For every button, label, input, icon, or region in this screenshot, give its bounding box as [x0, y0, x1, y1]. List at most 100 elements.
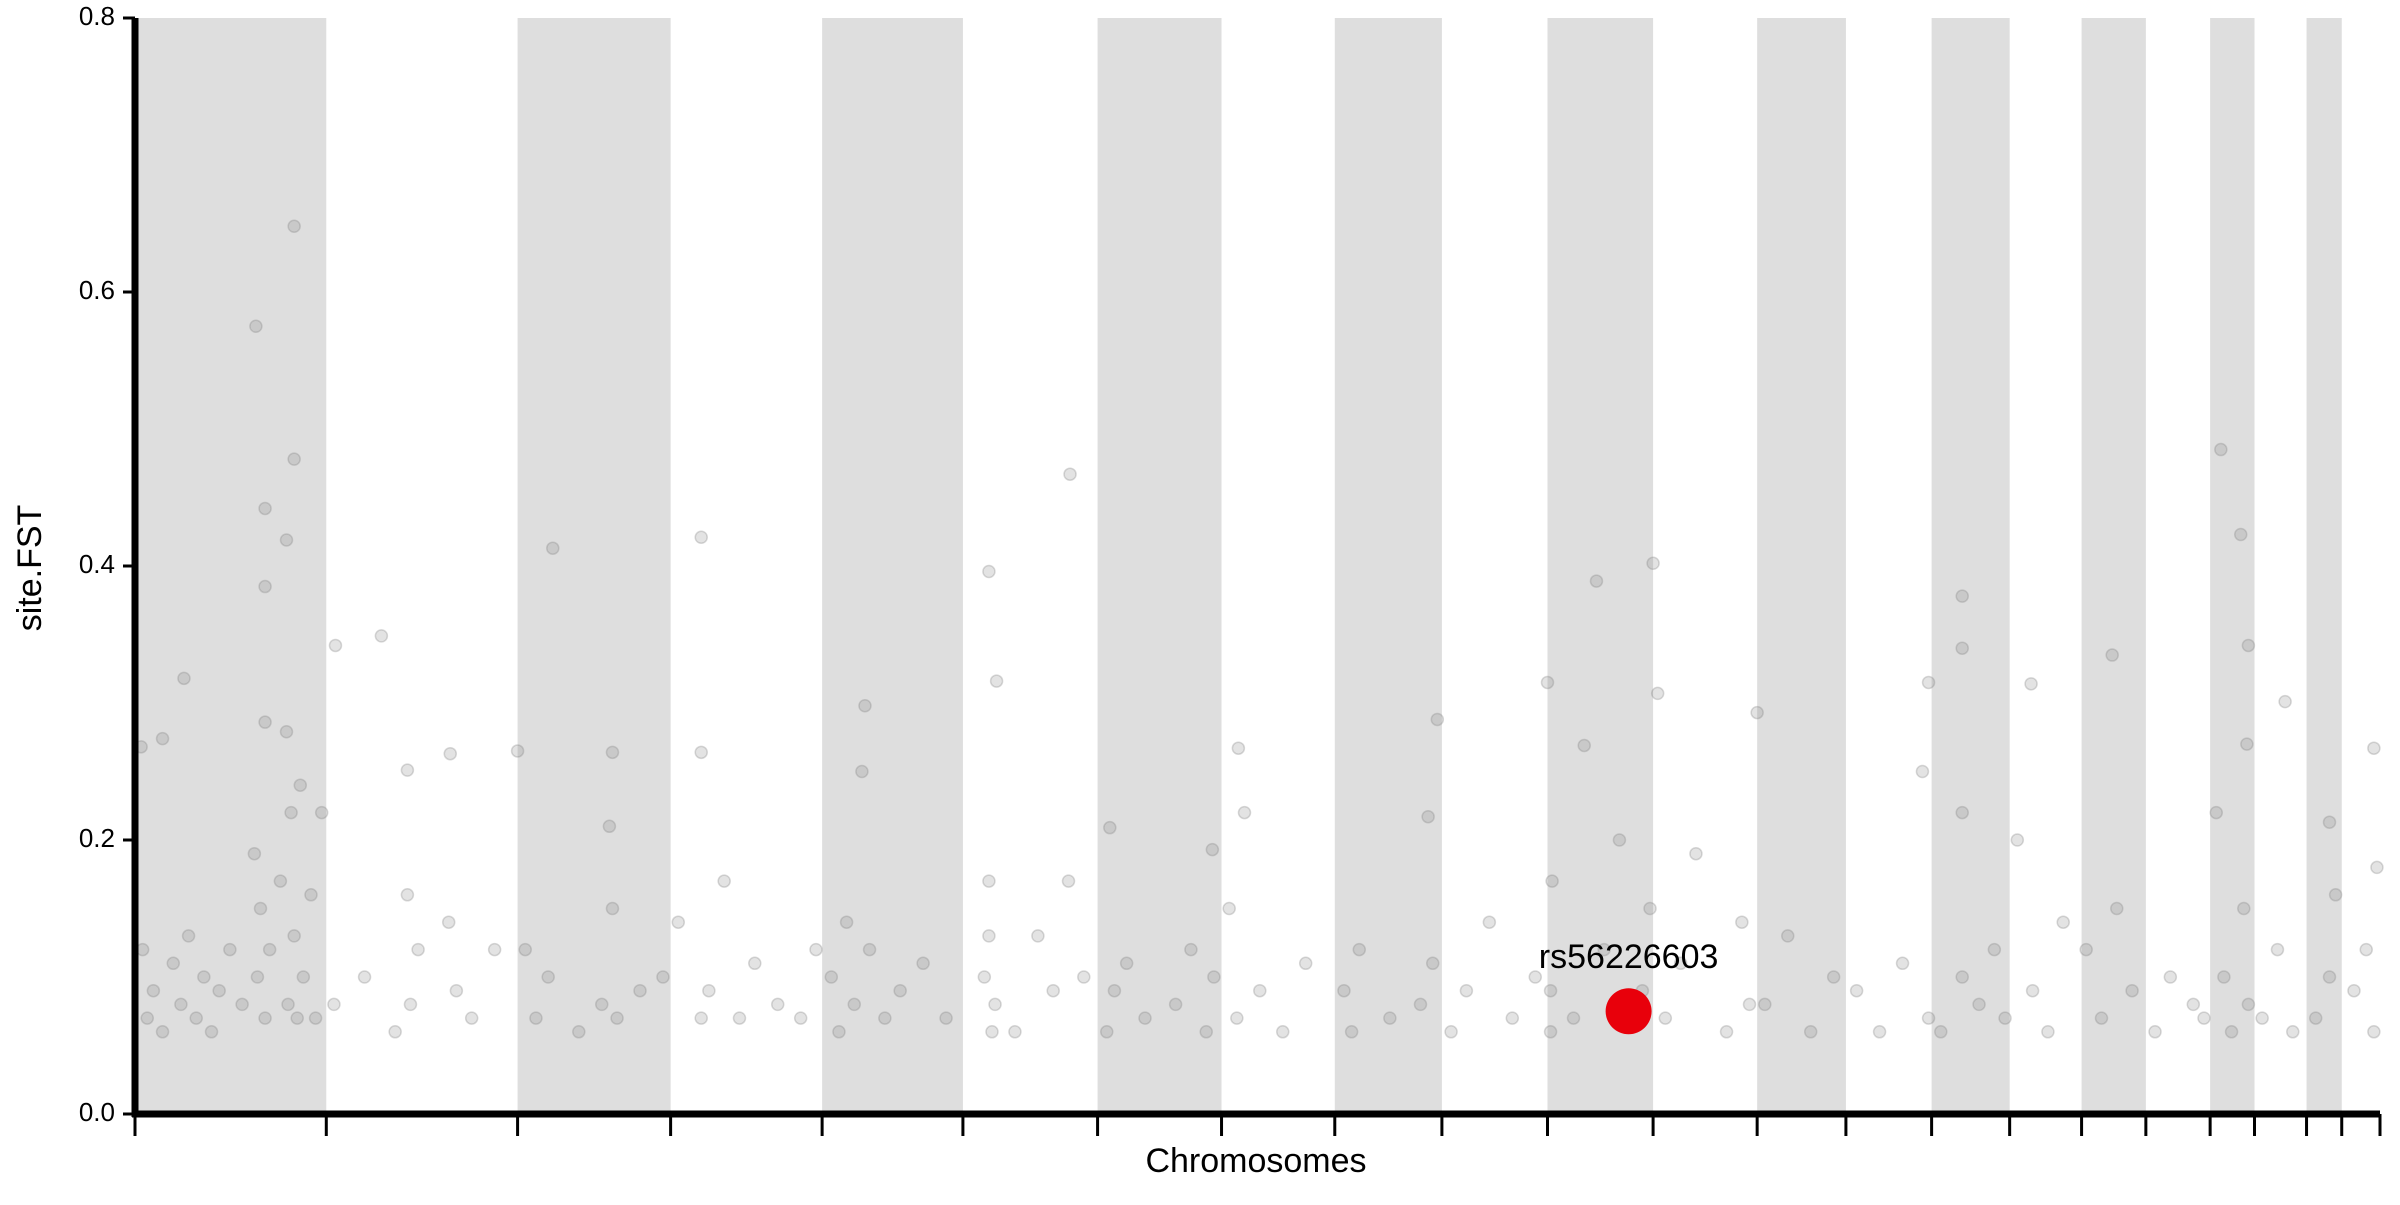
snp-point — [2217, 970, 2231, 984]
snp-point — [982, 564, 996, 579]
snp-point — [1987, 942, 2002, 957]
snp-point — [487, 942, 502, 957]
snp-point — [2148, 1025, 2162, 1039]
snp-point — [1107, 983, 1122, 998]
snp-point — [2241, 638, 2256, 653]
chromosome-band — [2210, 18, 2255, 1114]
snp-point — [2322, 970, 2337, 984]
snp-point — [2308, 1011, 2323, 1025]
snp-point — [1577, 738, 1591, 753]
snp-point — [2367, 1025, 2381, 1039]
snp-point — [1689, 846, 1703, 861]
snp-point — [1597, 942, 1611, 957]
snp-point — [174, 997, 188, 1012]
snp-point — [1528, 970, 1543, 984]
snp-point — [1566, 1011, 1581, 1025]
snp-point — [155, 731, 170, 746]
snp-point — [1103, 820, 1117, 835]
snp-point — [858, 698, 872, 713]
snp-point — [1545, 874, 1559, 888]
snp-point — [411, 942, 425, 957]
snp-point — [809, 942, 823, 957]
chromosome-band — [2306, 18, 2342, 1114]
snp-point — [1231, 741, 1246, 755]
snp-point — [1895, 956, 1910, 971]
snp-point — [189, 1011, 203, 1025]
snp-point — [1781, 929, 1795, 943]
snp-point — [1459, 983, 1474, 998]
snp-point — [793, 1011, 808, 1025]
snp-point — [1543, 1025, 1558, 1039]
chromosome-band — [1097, 18, 1222, 1114]
chromosome-band — [1757, 18, 1846, 1114]
snp-point — [1872, 1025, 1887, 1039]
snp-point — [1061, 874, 1076, 888]
snp-point — [1921, 1011, 1936, 1025]
snp-point — [2347, 983, 2361, 998]
snp-point — [732, 1011, 747, 1025]
snp-point — [181, 929, 196, 943]
snp-point — [1612, 833, 1627, 847]
snp-point — [1199, 1025, 1213, 1039]
y-tick-label: 0.6 — [79, 275, 115, 305]
snp-point — [847, 997, 862, 1012]
snp-point — [2322, 815, 2337, 829]
snp-point — [1826, 970, 1841, 984]
snp-point — [541, 970, 555, 984]
highlight-label: rs56226603 — [1539, 938, 1719, 976]
snp-point — [2370, 860, 2384, 875]
snp-point — [287, 452, 301, 466]
snp-point — [1344, 1025, 1359, 1039]
snp-point — [2278, 694, 2292, 709]
snp-point — [327, 997, 341, 1012]
snp-point — [2359, 942, 2373, 957]
snp-point — [1643, 901, 1657, 916]
snp-point — [602, 819, 617, 834]
snp-point — [694, 745, 708, 760]
snp-point — [146, 983, 161, 998]
snp-point — [748, 956, 762, 971]
snp-point — [296, 970, 311, 984]
snp-point — [2110, 901, 2124, 916]
snp-point — [279, 725, 294, 739]
snp-point — [293, 778, 308, 792]
snp-point — [1482, 915, 1497, 929]
snp-point — [1758, 997, 1772, 1012]
snp-point — [2186, 997, 2201, 1012]
snp-point — [855, 764, 869, 779]
bands — [135, 18, 2342, 1114]
chromosome-band — [1931, 18, 2010, 1114]
snp-point — [982, 874, 996, 888]
snp-point — [308, 1011, 323, 1025]
chromosome-band — [135, 18, 327, 1114]
snp-point — [1337, 983, 1351, 998]
snp-point — [2328, 888, 2343, 902]
snp-point — [656, 970, 670, 984]
snp-point — [1955, 970, 1969, 984]
snp-point — [1100, 1025, 1114, 1039]
snp-point — [1413, 997, 1428, 1012]
snp-point — [273, 874, 288, 888]
snp-point — [988, 997, 1002, 1012]
snp-point — [1425, 956, 1440, 971]
snp-point — [671, 915, 686, 929]
snp-point — [1646, 556, 1660, 571]
snp-point — [400, 888, 415, 902]
snp-point — [1444, 1025, 1458, 1039]
snp-point — [1222, 901, 1236, 916]
snp-point — [281, 997, 295, 1012]
chromosome-band — [1334, 18, 1442, 1114]
y-tick-label: 0.2 — [79, 823, 115, 853]
snp-point — [2367, 741, 2381, 755]
snp-point — [2125, 983, 2139, 998]
snp-point — [374, 629, 389, 643]
snp-point — [1658, 1011, 1673, 1025]
snp-point — [1276, 1025, 1290, 1039]
snp-point — [2010, 833, 2025, 847]
snp-point — [290, 1011, 304, 1025]
snp-point — [197, 970, 211, 984]
snp-point — [832, 1025, 846, 1039]
snp-point — [443, 746, 457, 761]
snp-point — [247, 846, 262, 861]
snp-point — [155, 1025, 170, 1039]
